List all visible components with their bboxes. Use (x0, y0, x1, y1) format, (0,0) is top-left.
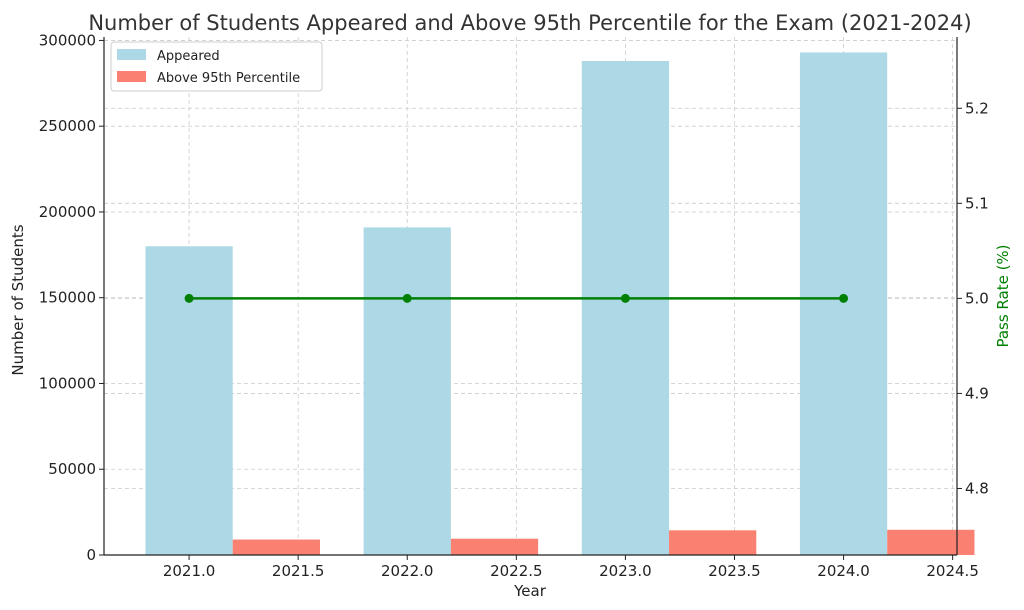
x-axis-label: Year (513, 582, 547, 600)
legend-label-above-95th: Above 95th Percentile (157, 71, 300, 86)
x-tick-label: 2022.0 (381, 562, 434, 580)
bar-above-95th (450, 538, 539, 555)
x-tick-label: 2024.5 (926, 562, 979, 580)
bar-above-95th (887, 529, 975, 555)
pass-rate-point (620, 293, 630, 303)
chart-title: Number of Students Appeared and Above 95… (88, 11, 971, 35)
y2-tick-label: 5.2 (965, 99, 989, 117)
axes (99, 37, 962, 560)
y-tick-label: 300000 (39, 31, 96, 49)
y2-tick-label: 4.9 (965, 384, 989, 402)
pass-rate-point (184, 293, 194, 303)
y-tick-label: 250000 (39, 117, 96, 135)
bar-appeared (799, 52, 888, 556)
pass-rate-line (184, 293, 849, 303)
bar-above-95th (669, 530, 757, 555)
legend: Appeared Above 95th Percentile (110, 41, 323, 92)
x-tick-label: 2023.0 (599, 562, 652, 580)
y-tick-label: 200000 (39, 203, 96, 221)
y2-tick-label: 5.1 (965, 194, 989, 212)
legend-box (110, 41, 323, 92)
tick-labels: 2021.0 2021.5 2022.0 2022.5 2023.0 2023.5 2024… (39, 31, 989, 580)
y2-tick-label: 5.0 (965, 289, 989, 307)
y-tick-label: 100000 (39, 374, 96, 392)
y-tick-label: 150000 (39, 289, 96, 307)
bar-appeared (145, 246, 233, 555)
bar-appeared (581, 61, 670, 555)
pass-rate-point (402, 293, 412, 303)
legend-swatch-above-95th (117, 71, 146, 82)
y-tick-label: 50000 (48, 460, 96, 478)
x-tick-label: 2021.5 (272, 562, 325, 580)
bar-above-95th (232, 539, 320, 555)
legend-swatch-appeared (117, 49, 146, 60)
x-tick-label: 2022.5 (490, 562, 543, 580)
bar-appeared (363, 227, 451, 555)
pass-rate-point (839, 293, 849, 303)
legend-label-appeared: Appeared (157, 49, 220, 64)
bars (145, 52, 975, 556)
y-axis-label: Number of Students (9, 224, 27, 375)
x-tick-label: 2021.0 (163, 562, 216, 580)
y2-tick-label: 4.8 (965, 479, 989, 497)
y-tick-label: 0 (86, 546, 96, 564)
x-tick-label: 2023.5 (708, 562, 761, 580)
y2-axis-label: Pass Rate (%) (994, 244, 1012, 347)
x-tick-label: 2024.0 (817, 562, 870, 580)
